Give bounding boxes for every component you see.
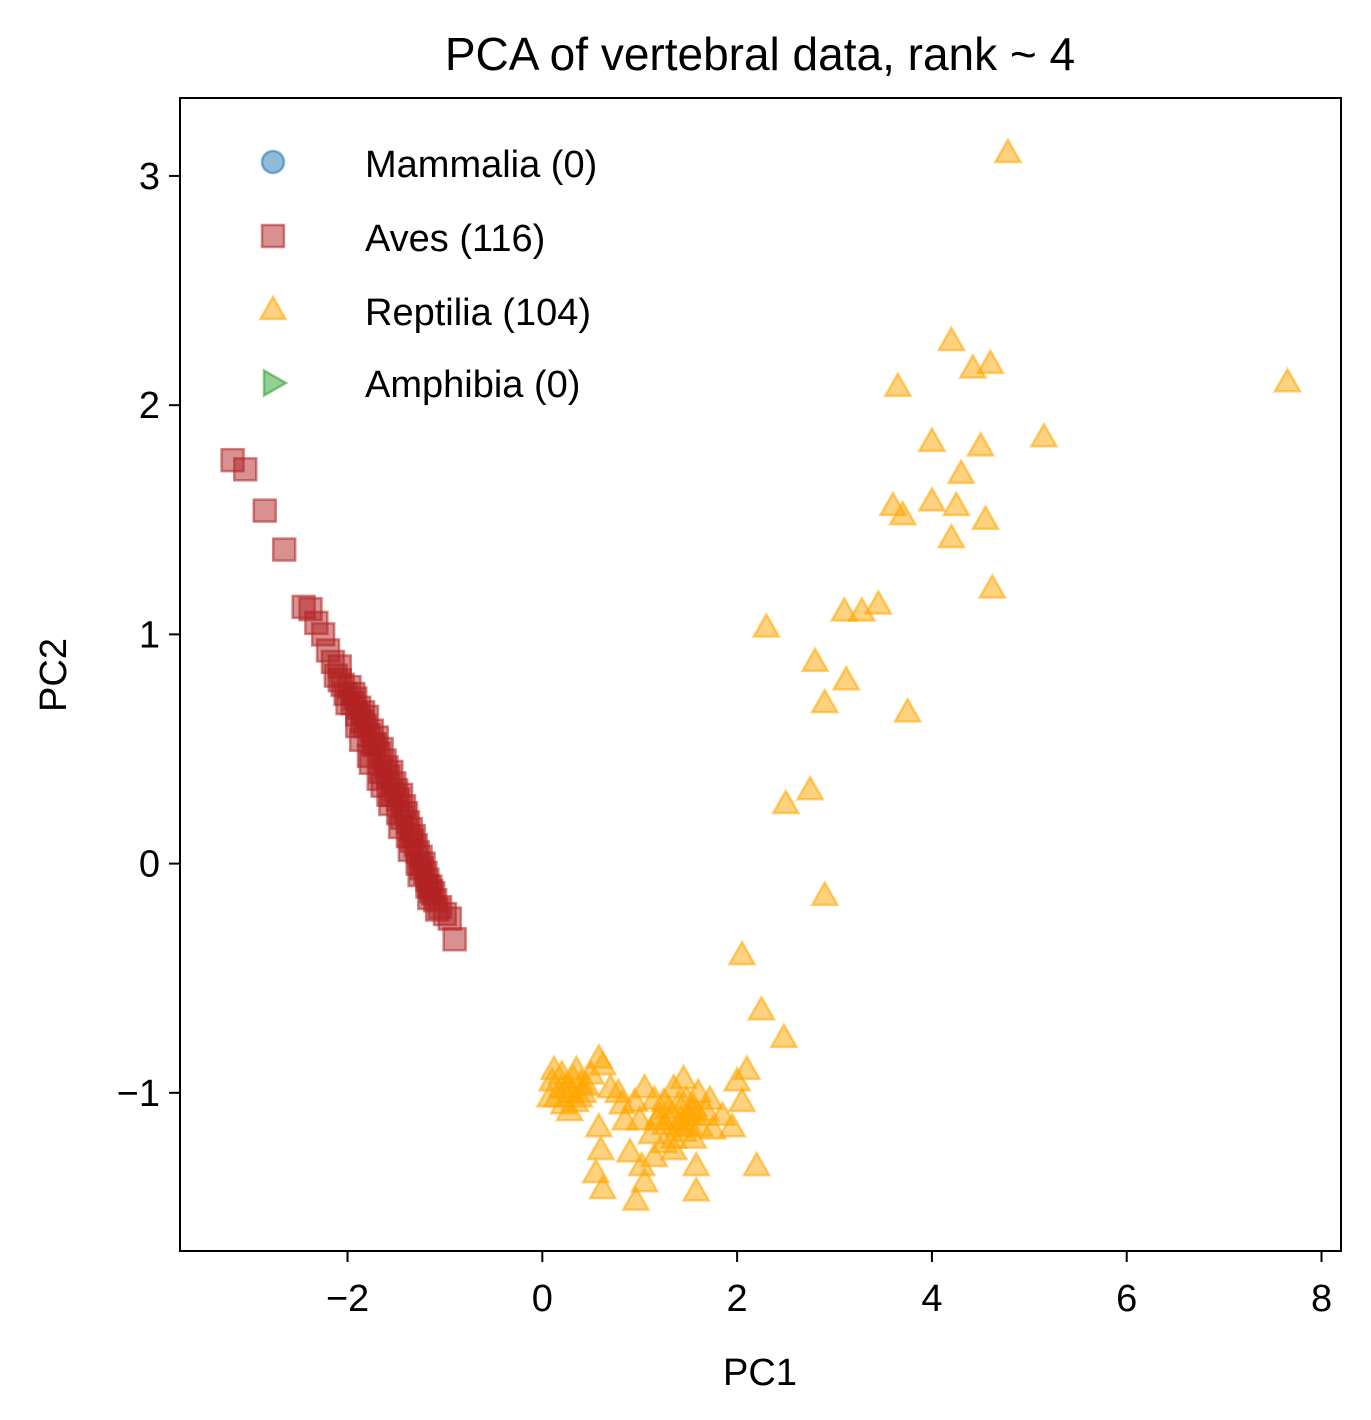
reptilia-point (621, 1185, 651, 1211)
reptilia-point (977, 573, 1007, 599)
reptilia-point (732, 1054, 762, 1081)
reptilia-point (629, 1166, 660, 1193)
reptilia-point (1272, 366, 1303, 393)
chart-title: PCA of vertebral data, rank ~ 4 (445, 28, 1075, 80)
reptilia-point (746, 994, 777, 1021)
reptilia-point (795, 774, 825, 801)
legend-markers (258, 149, 289, 398)
reptilia-point (831, 664, 861, 691)
legend-label-aves: Aves (116) (365, 218, 545, 260)
reptilia-point (883, 371, 913, 398)
reptilia-point (588, 1173, 618, 1200)
reptilia-point (771, 788, 801, 815)
reptilia-point (863, 589, 894, 615)
reptilia-point (650, 1109, 680, 1136)
x-tick-label: 4 (921, 1278, 942, 1320)
y-tick-label: 1 (139, 614, 160, 656)
y-axis-label: PC2 (33, 638, 75, 712)
aves-point (271, 537, 297, 562)
legend-label-reptilia: Reptilia (104) (365, 292, 591, 334)
reptilia-point (993, 137, 1023, 164)
legend: Mammalia (0) Aves (116) Reptilia (104) A… (258, 144, 597, 406)
reptilia-point (727, 1086, 757, 1113)
reptilia-point (547, 1072, 577, 1099)
legend-label-mammalia: Mammalia (0) (365, 144, 597, 186)
reptilia-point (829, 595, 859, 622)
reptilia-point (810, 687, 840, 714)
x-tick-label: −2 (326, 1278, 369, 1320)
reptilia-point (615, 1136, 645, 1163)
x-axis-label: PC1 (723, 1352, 797, 1394)
reptilia-point (936, 522, 967, 549)
reptilia-point (888, 499, 918, 526)
aves-point (415, 874, 440, 899)
y-tick-label: 0 (139, 844, 160, 886)
y-axis-ticks: −1 0 1 2 3 (117, 156, 180, 1115)
aves-point (385, 800, 411, 826)
reptilia-point (941, 490, 971, 517)
aves-point (233, 457, 258, 482)
reptilia-point (970, 504, 1001, 531)
reptilia-point (639, 1141, 669, 1168)
y-tick-label: 2 (139, 385, 160, 427)
aves-point (405, 851, 430, 876)
reptilia-point (584, 1111, 614, 1138)
reptilia-point (717, 1111, 747, 1138)
legend-label-amphibia: Amphibia (0) (365, 364, 580, 406)
reptilia-point (681, 1150, 711, 1177)
reptilia-point (936, 325, 967, 352)
reptilia-point (681, 1175, 711, 1202)
reptilia-point (586, 1134, 616, 1161)
reptilia-point (769, 1022, 799, 1049)
reptilia-point (727, 939, 757, 966)
reptilia-point (659, 1134, 689, 1161)
reptilia-point (917, 426, 947, 453)
reptilia-point (698, 1113, 728, 1140)
reptilia-point (668, 1063, 699, 1090)
reptilia-point (539, 1054, 569, 1081)
reptilia-point (1029, 421, 1059, 448)
reptilia-point (620, 1086, 650, 1113)
aves-point (356, 743, 382, 769)
legend-marker-mammalia (260, 149, 286, 175)
x-axis-ticks: −2 0 2 4 6 8 (326, 1251, 1332, 1320)
reptilia-point (610, 1104, 640, 1131)
aves-point (395, 823, 421, 849)
aves-point (442, 927, 467, 952)
reptilia-point (741, 1150, 772, 1177)
reptilia-point (810, 880, 840, 906)
legend-marker-reptilia (258, 294, 288, 321)
x-tick-label: 2 (727, 1278, 748, 1320)
legend-marker-aves (260, 223, 286, 249)
reptilia-point (965, 430, 996, 457)
reptilia-point (946, 458, 976, 485)
aves-point (424, 897, 450, 922)
data-markers (220, 137, 1303, 1211)
legend-marker-amphibia (262, 368, 289, 398)
reptilia-point (892, 696, 923, 723)
reptilia-point (975, 348, 1006, 375)
plot-area (180, 98, 1341, 1251)
aves-point (350, 700, 376, 725)
reptilia-point (568, 1077, 598, 1104)
y-tick-label: −1 (117, 1073, 160, 1115)
reptilia-point (800, 646, 830, 673)
plot-frame (179, 97, 1342, 1252)
reptilia-point (917, 485, 947, 512)
reptilia-point (751, 611, 781, 638)
aves-point (252, 498, 277, 523)
reptilia-point (676, 1095, 706, 1122)
reptilia-point (576, 1058, 606, 1085)
y-tick-label: 3 (139, 156, 160, 198)
x-tick-label: 6 (1116, 1278, 1137, 1320)
x-tick-label: 8 (1311, 1278, 1332, 1320)
x-tick-label: 0 (532, 1278, 553, 1320)
reptilia-point (595, 1072, 626, 1099)
